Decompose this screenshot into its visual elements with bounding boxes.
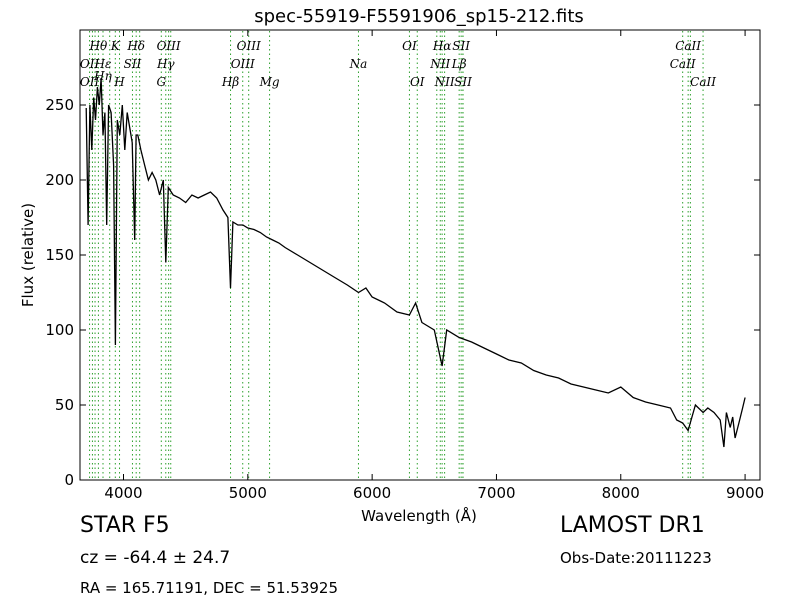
y-axis-label: Flux (relative): [19, 203, 37, 307]
chart-title: spec-55919-F5591906_sp15-212.fits: [254, 6, 584, 27]
spectrum-line: [85, 77, 746, 448]
spectral-line-label: NII: [429, 57, 450, 71]
x-tick-label: 7000: [477, 484, 515, 502]
y-tick-label: 0: [64, 471, 74, 489]
spectral-line-label: Hε: [94, 57, 112, 71]
object-class: STAR F5: [80, 513, 170, 538]
x-tick-label: 8000: [602, 484, 640, 502]
x-tick-label: 9000: [726, 484, 764, 502]
x-tick-label: 5000: [229, 484, 267, 502]
y-tick-label: 250: [45, 96, 74, 114]
spectral-line-label: OII: [80, 57, 100, 71]
spectral-line-label: K: [110, 39, 121, 53]
spectral-line-label: CaII: [670, 57, 696, 71]
redshift-value: cz = -64.4 ± 24.7: [80, 548, 231, 568]
y-tick-label: 150: [45, 246, 74, 264]
spectral-line-label: OIII: [157, 39, 181, 53]
plot-frame: [79, 29, 761, 481]
spectral-line-label: Hγ: [156, 57, 175, 71]
spectral-line-label: SII: [454, 75, 472, 89]
spectral-line-label: Hα: [432, 39, 452, 53]
plot-area: [85, 77, 746, 448]
spectral-line-label: Hδ: [126, 39, 145, 53]
spectral-line-label: OI: [402, 39, 417, 53]
spectral-line-label: CaII: [675, 39, 701, 53]
coordinates: RA = 165.71191, DEC = 51.53925: [80, 579, 339, 597]
spectral-line-label: Na: [349, 57, 368, 71]
y-tick-label: 100: [45, 321, 74, 339]
spectral-line-label: Lβ: [451, 57, 467, 71]
y-tick-label: 50: [55, 396, 74, 414]
x-axis-ticks: 4000 5000 6000 7000 8000 9000: [104, 30, 764, 502]
observation-date: Obs-Date:20111223: [560, 549, 712, 567]
spectral-line-label: G: [157, 75, 167, 89]
spectral-line-label: OII: [80, 75, 100, 89]
x-tick-label: 6000: [353, 484, 391, 502]
spectral-line-label: H: [113, 75, 125, 89]
spectral-line-label: Hη: [93, 69, 112, 83]
spectral-line-label: CaII: [690, 75, 716, 89]
y-tick-label: 200: [45, 171, 74, 189]
spectral-line-label: SII: [452, 39, 470, 53]
spectral-line-label: OI: [410, 75, 425, 89]
x-tick-label: 4000: [104, 484, 142, 502]
spectral-line-label: OIII: [231, 57, 255, 71]
spectral-line-label: Mg: [259, 75, 280, 89]
spectral-line-label: Hβ: [221, 75, 239, 89]
x-axis-label: Wavelength (Å): [361, 506, 477, 525]
spectral-line-label: SII: [124, 57, 142, 71]
y-axis-ticks: 0 50 100 150 200 250: [45, 96, 760, 489]
survey-name: LAMOST DR1: [560, 513, 705, 538]
spectral-line-label: OIII: [237, 39, 261, 53]
spectral-line-label: Hθ: [89, 39, 108, 53]
spectral-line-label: NII: [434, 75, 455, 89]
